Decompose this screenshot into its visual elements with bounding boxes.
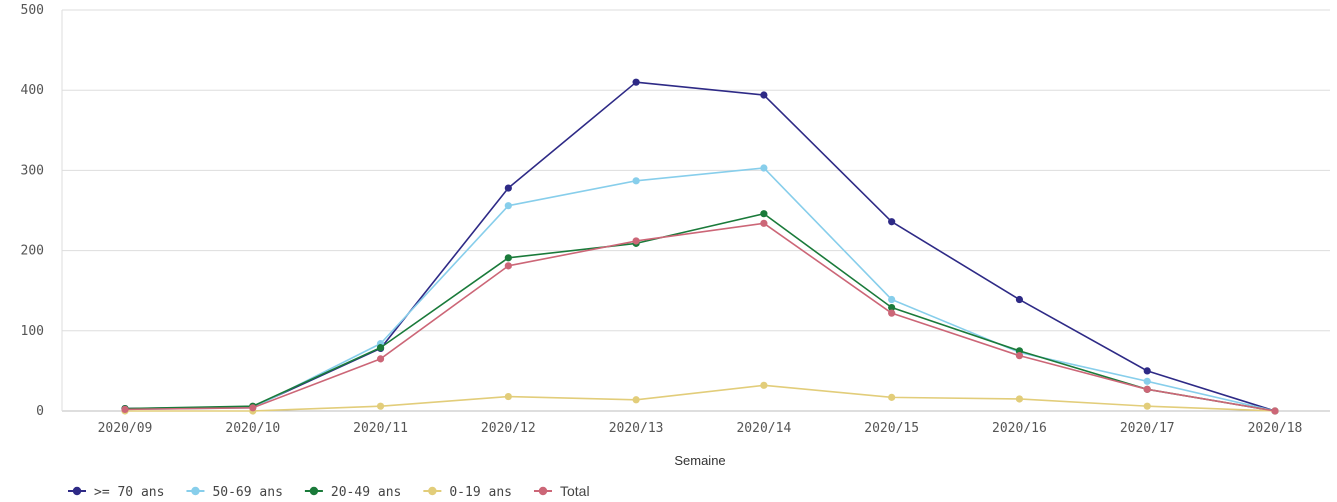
- data-point[interactable]: [1143, 377, 1151, 385]
- x-tick-label: 2020/11: [353, 421, 408, 436]
- data-point[interactable]: [888, 218, 896, 226]
- data-point[interactable]: [1143, 402, 1151, 410]
- data-point[interactable]: [1015, 352, 1024, 360]
- data-point[interactable]: [504, 184, 512, 192]
- series-line: [124, 222, 1276, 412]
- series-line: [124, 167, 1276, 412]
- x-tick-label: 2020/10: [225, 421, 280, 436]
- data-point[interactable]: [632, 177, 640, 185]
- data-point[interactable]: [632, 237, 640, 245]
- data-point[interactable]: [504, 254, 512, 262]
- y-tick-label: 0: [36, 404, 44, 419]
- series-2: [121, 210, 1279, 415]
- data-point[interactable]: [632, 78, 640, 86]
- data-point[interactable]: [760, 210, 768, 218]
- y-tick-label: 500: [21, 3, 44, 18]
- legend: >= 70 ans 50-69 ans 20-49 ans 0-19 ans Total: [68, 483, 590, 500]
- data-point[interactable]: [760, 381, 768, 389]
- legend-swatch-dot: [191, 486, 200, 496]
- data-point[interactable]: [504, 392, 512, 401]
- series-line: [124, 212, 1276, 412]
- grid-lines: [61, 9, 1330, 412]
- series-line: [124, 81, 1276, 412]
- legend-item[interactable]: >= 70 ans: [68, 485, 164, 500]
- x-tick-label: 2020/15: [864, 421, 919, 436]
- data-point[interactable]: [760, 219, 768, 227]
- series-lines: [121, 78, 1279, 415]
- x-tick-label: 2020/13: [609, 421, 664, 436]
- legend-swatch-dot: [538, 486, 548, 496]
- data-point[interactable]: [888, 309, 896, 317]
- data-point[interactable]: [1143, 367, 1151, 375]
- data-point[interactable]: [504, 202, 512, 210]
- data-point[interactable]: [376, 355, 385, 363]
- legend-label: 0-19 ans: [449, 485, 512, 500]
- legend-item[interactable]: 0-19 ans: [423, 485, 512, 500]
- data-point[interactable]: [1271, 407, 1279, 415]
- x-tick-label: 2020/16: [992, 421, 1047, 436]
- data-point[interactable]: [888, 295, 896, 304]
- data-point[interactable]: [121, 405, 129, 413]
- legend-label: 20-49 ans: [331, 485, 401, 500]
- data-point[interactable]: [760, 164, 768, 172]
- legend-swatch-dot: [309, 486, 319, 496]
- data-point[interactable]: [376, 402, 385, 410]
- data-point[interactable]: [249, 404, 257, 412]
- data-point[interactable]: [888, 303, 896, 312]
- data-point[interactable]: [376, 344, 385, 352]
- legend-item[interactable]: 50-69 ans: [186, 485, 283, 500]
- data-point[interactable]: [504, 262, 512, 270]
- x-axis-ticks: 2020/09 2020/10 2020/11 2020/12 2020/13 2020/…: [98, 421, 1303, 436]
- series-line: [125, 384, 1276, 412]
- y-axis-ticks: 0 100 200 300 400 500: [21, 3, 44, 419]
- data-point[interactable]: [1015, 395, 1024, 403]
- x-axis-title: Semaine: [674, 453, 725, 468]
- y-tick-label: 100: [21, 324, 44, 339]
- x-tick-label: 2020/12: [481, 421, 536, 436]
- data-point[interactable]: [1015, 295, 1024, 304]
- x-tick-label: 2020/17: [1120, 421, 1175, 436]
- y-tick-label: 200: [21, 244, 44, 259]
- legend-swatch-dot: [428, 486, 437, 496]
- legend-item[interactable]: 20-49 ans: [304, 485, 401, 500]
- x-tick-label: 2020/18: [1248, 421, 1303, 436]
- legend-label: 50-69 ans: [212, 485, 282, 500]
- data-point[interactable]: [888, 393, 896, 401]
- legend-label: >= 70 ans: [94, 485, 164, 500]
- x-tick-label: 2020/14: [736, 421, 791, 436]
- data-point[interactable]: [760, 91, 768, 99]
- legend-label: Total: [560, 483, 590, 499]
- series-0: [121, 78, 1279, 415]
- x-tick-label: 2020/09: [98, 421, 153, 436]
- legend-item[interactable]: Total: [533, 483, 590, 499]
- series-4: [121, 219, 1279, 415]
- data-point[interactable]: [632, 396, 640, 404]
- y-tick-label: 300: [21, 163, 44, 178]
- y-tick-label: 400: [21, 83, 44, 98]
- data-point[interactable]: [1143, 385, 1151, 393]
- legend-swatch-dot: [72, 486, 82, 496]
